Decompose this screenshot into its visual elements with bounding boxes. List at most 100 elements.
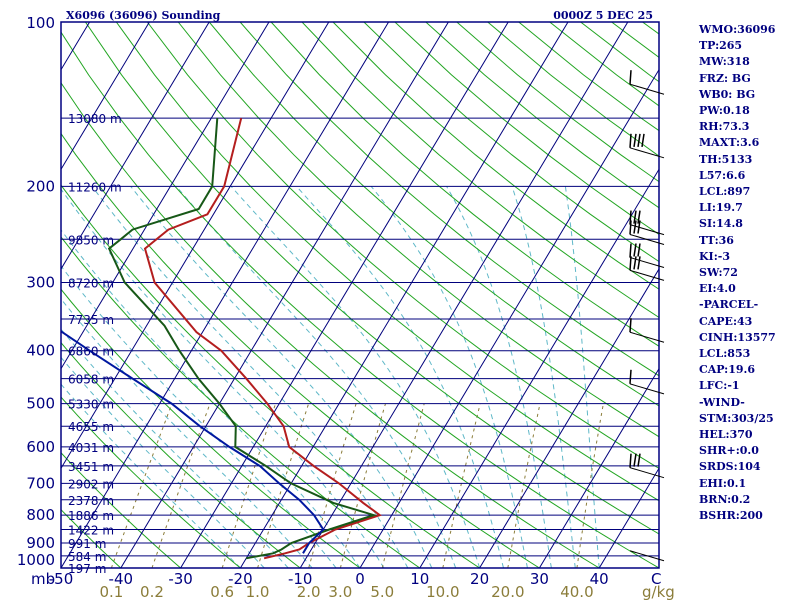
index-item: -PARCEL- [699, 298, 759, 312]
pressure-tick-label: 100 [26, 14, 55, 32]
index-item: SW:72 [699, 266, 738, 280]
wind-barb-flag [629, 256, 632, 271]
height-label: 2902 m [68, 477, 114, 491]
index-item: WB0: BG [699, 87, 756, 101]
mixing-ratio-line [442, 403, 481, 568]
pressure-tick-label: 1000 [17, 551, 55, 569]
height-label: 2378 m [68, 494, 114, 508]
isotherm [598, 467, 659, 568]
temperature-tick-label: -50 [49, 570, 74, 588]
height-label: 991 m [68, 537, 106, 551]
height-label: 1422 m [68, 523, 114, 537]
temperature-tick-label: 20 [470, 570, 489, 588]
isotherm [180, 22, 509, 568]
index-item: SRDS:104 [699, 460, 761, 474]
wind-barb-shaft [629, 383, 665, 395]
temperature-tick-label: -30 [168, 570, 193, 588]
moist-adiabat [446, 186, 552, 568]
index-item: FRZ: BG [699, 71, 751, 85]
temperature-tick-label: 10 [410, 570, 429, 588]
height-label: 4031 m [68, 441, 114, 455]
wind-barb-shaft [629, 269, 665, 281]
height-label: 1886 m [68, 509, 114, 523]
wind-barb-flag [641, 133, 645, 147]
pressure-tick-label: 500 [26, 395, 55, 413]
wind-barb-flag [637, 133, 641, 147]
wind-barb-flag [633, 243, 637, 257]
height-label: 11260 m [68, 180, 122, 194]
wind-barb-flag [629, 318, 632, 333]
isotherm [419, 168, 659, 568]
moist-adiabat [296, 186, 504, 568]
pressure-tick-label: 900 [26, 534, 55, 552]
mixing-ratio-label: 40.0 [560, 583, 593, 600]
wind-barb-flag [629, 133, 632, 148]
wind-barb-shaft [629, 550, 665, 562]
plot-frame [60, 21, 660, 569]
wind-barb-flag [629, 220, 632, 235]
index-item: CINH:13577 [699, 330, 776, 344]
temperature-axis: -50 -40 -30 -20 -10 0 10 20 30 40 [49, 570, 609, 588]
index-item: SHR+:0.0 [699, 444, 759, 458]
index-item: HEL:370 [699, 428, 753, 442]
index-item: EHI:0.1 [699, 476, 747, 490]
x-axis-unit-label: C [651, 570, 661, 588]
wind-barb [629, 220, 665, 245]
pressure-tick-label: 400 [26, 342, 55, 360]
index-item: WMO:36096 [699, 23, 776, 36]
isotherm [479, 268, 659, 568]
temperature-tick-label: -20 [228, 570, 253, 588]
parcel-line [61, 330, 325, 554]
height-labels: 13080 m 11260 m 9850 m 8720 m 7735 m 6860 m 60… [68, 112, 122, 576]
height-label: 6058 m [68, 373, 114, 387]
mixing-ratio-label: 5.0 [370, 583, 394, 600]
index-item: LI:19.7 [699, 201, 743, 215]
wind-barbs [629, 70, 665, 562]
mixing-ratio-label: 10.0 [426, 583, 459, 600]
wind-barb-flag [637, 220, 641, 234]
mixing-ratio-line [507, 403, 541, 568]
moist-adiabat [61, 229, 361, 568]
dewpoint-line [107, 118, 378, 560]
isotherm [0, 22, 30, 568]
index-item: LFC:-1 [699, 379, 740, 393]
index-item: SI:14.8 [699, 217, 743, 231]
height-label: 7735 m [68, 313, 114, 327]
height-label: 4655 m [68, 420, 114, 434]
moist-adiabat [61, 328, 289, 568]
isotherm [61, 22, 390, 568]
index-item: BSHR:200 [699, 509, 763, 523]
mixing-ratio-label: 3.0 [328, 583, 352, 600]
temperature-tick-label: -40 [109, 570, 134, 588]
isobars [61, 22, 659, 568]
index-item: EI:4.0 [699, 282, 736, 296]
index-item: LCL:853 [699, 347, 751, 361]
moist-adiabat [176, 186, 457, 568]
pressure-tick-label: 600 [26, 438, 55, 456]
index-item: RH:73.3 [699, 120, 750, 134]
index-item: MW:318 [699, 55, 750, 69]
wind-barb-shaft [629, 234, 665, 245]
wind-barb [629, 550, 665, 562]
height-label: 5330 m [68, 398, 114, 412]
index-item: L57:6.6 [699, 168, 746, 182]
mixing-ratio-unit: g/kg [642, 583, 675, 600]
isotherm [120, 22, 449, 568]
wind-barb [629, 70, 665, 95]
index-item: BRN:0.2 [699, 492, 751, 506]
temperature-line [143, 117, 382, 560]
wind-barb-flag [637, 243, 641, 257]
wind-barb-flag [629, 369, 632, 384]
moist-adiabat [61, 298, 313, 568]
pressure-tick-label: 300 [26, 274, 55, 292]
wind-barb-flag [637, 256, 641, 270]
index-item: TP:265 [699, 39, 743, 53]
y-axis-unit-label: mb [31, 570, 55, 588]
wind-barb-shaft [629, 147, 665, 159]
index-item: CAPE:43 [699, 314, 753, 328]
isotherm [61, 22, 150, 171]
wind-barb-flag [633, 220, 637, 234]
wind-barb [629, 256, 665, 281]
